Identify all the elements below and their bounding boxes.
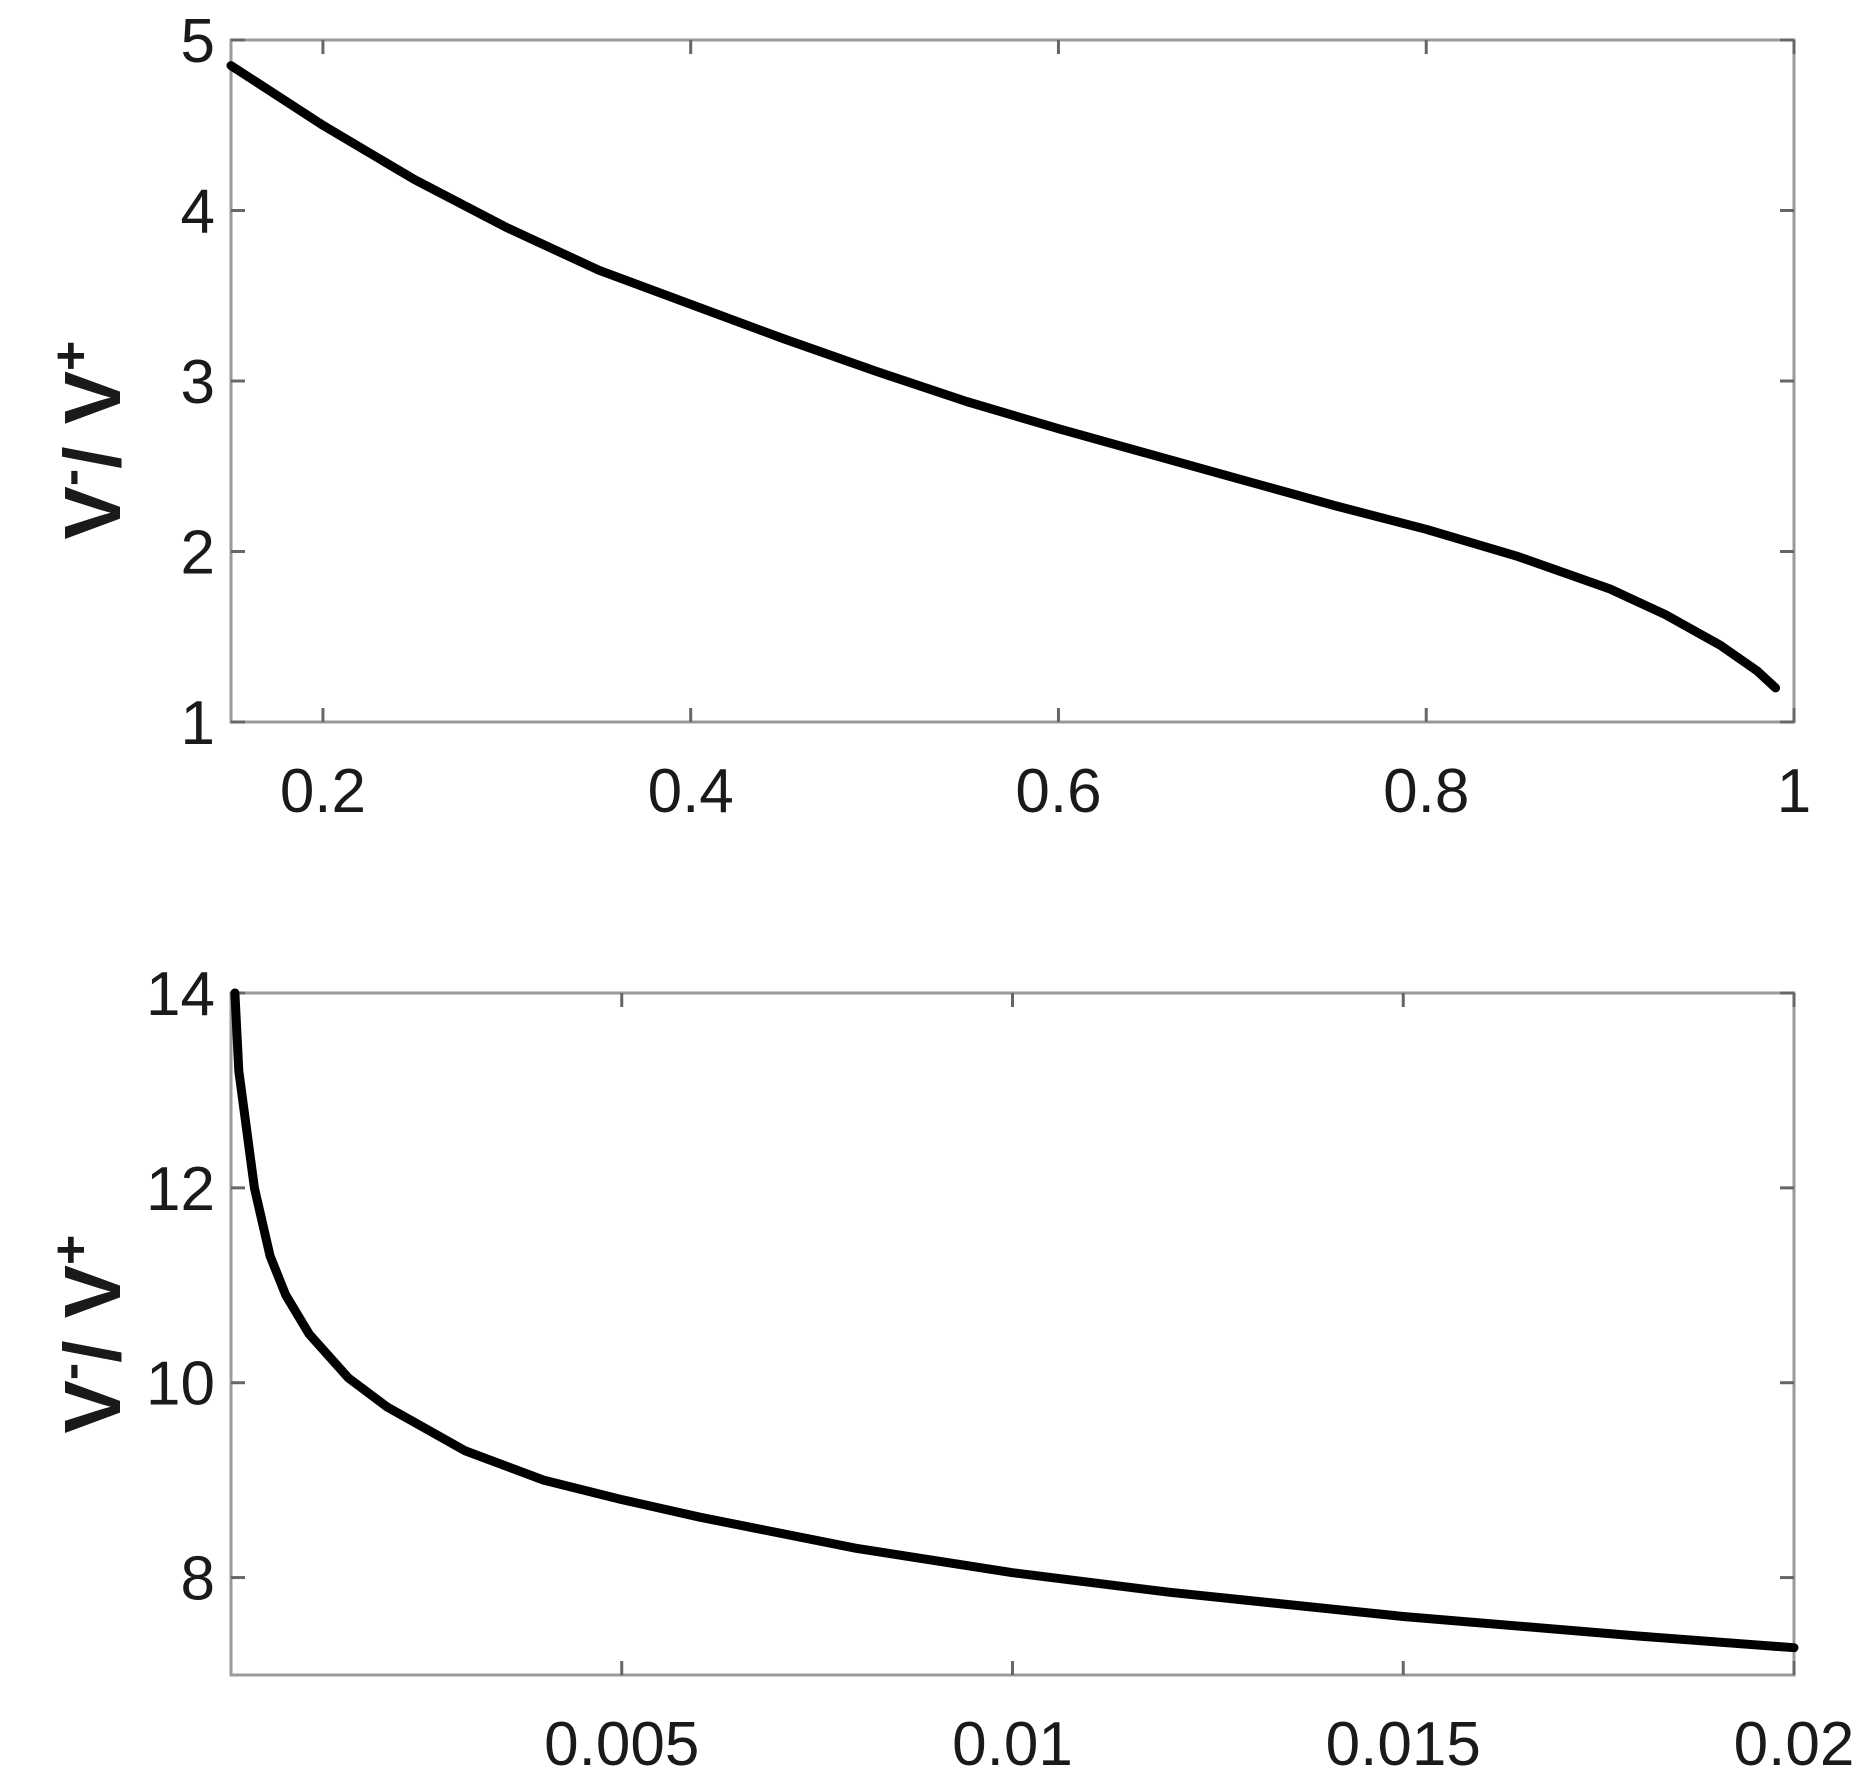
x-tick-label: 0.005	[544, 1710, 699, 1771]
plot-frame	[229, 38, 1796, 724]
y-axis-label-sep: /	[48, 1318, 137, 1362]
y-axis-label-v: V	[48, 486, 137, 539]
y-tick-label: 3	[181, 348, 215, 417]
y-axis-label-sup-plus: +	[42, 1235, 100, 1265]
y-axis-label: V-/ V+	[42, 341, 137, 540]
series-line	[230, 988, 1799, 1653]
y-axis-label: V-/ V+	[42, 1235, 137, 1434]
x-tick-label: 1	[1777, 757, 1811, 826]
y-tick-label: 5	[181, 7, 215, 76]
y-axis-label-v2: V	[48, 1265, 137, 1318]
y-tick-label: 1	[181, 689, 215, 758]
y-axis-label-v2: V	[48, 371, 137, 424]
y-tick-label: 2	[181, 519, 215, 588]
y-tick-label: 12	[146, 1155, 215, 1224]
y-axis-label-v: V	[48, 1380, 137, 1433]
y-axis-label-sep: /	[48, 424, 137, 468]
y-tick-label: 8	[181, 1545, 215, 1614]
y-axis-label-sup-plus: +	[42, 341, 100, 371]
y-tick-label: 14	[146, 960, 215, 1029]
x-tick-label: 0.6	[1015, 757, 1101, 826]
series-line	[226, 61, 1781, 693]
y-tick-label: 4	[181, 178, 215, 247]
y-axis-label-sup-minus: -	[42, 469, 100, 486]
x-tick-label: 0.4	[648, 757, 734, 826]
y-axis-label-sup-minus: -	[42, 1363, 100, 1380]
x-tick-label: 0.015	[1326, 1710, 1481, 1771]
x-tick-label: 0.01	[952, 1710, 1073, 1771]
x-tick-label: 0.02	[1734, 1710, 1855, 1771]
x-tick-label: 0.2	[280, 757, 366, 826]
x-tick-label: 0.8	[1383, 757, 1469, 826]
y-tick-label: 10	[146, 1350, 215, 1419]
